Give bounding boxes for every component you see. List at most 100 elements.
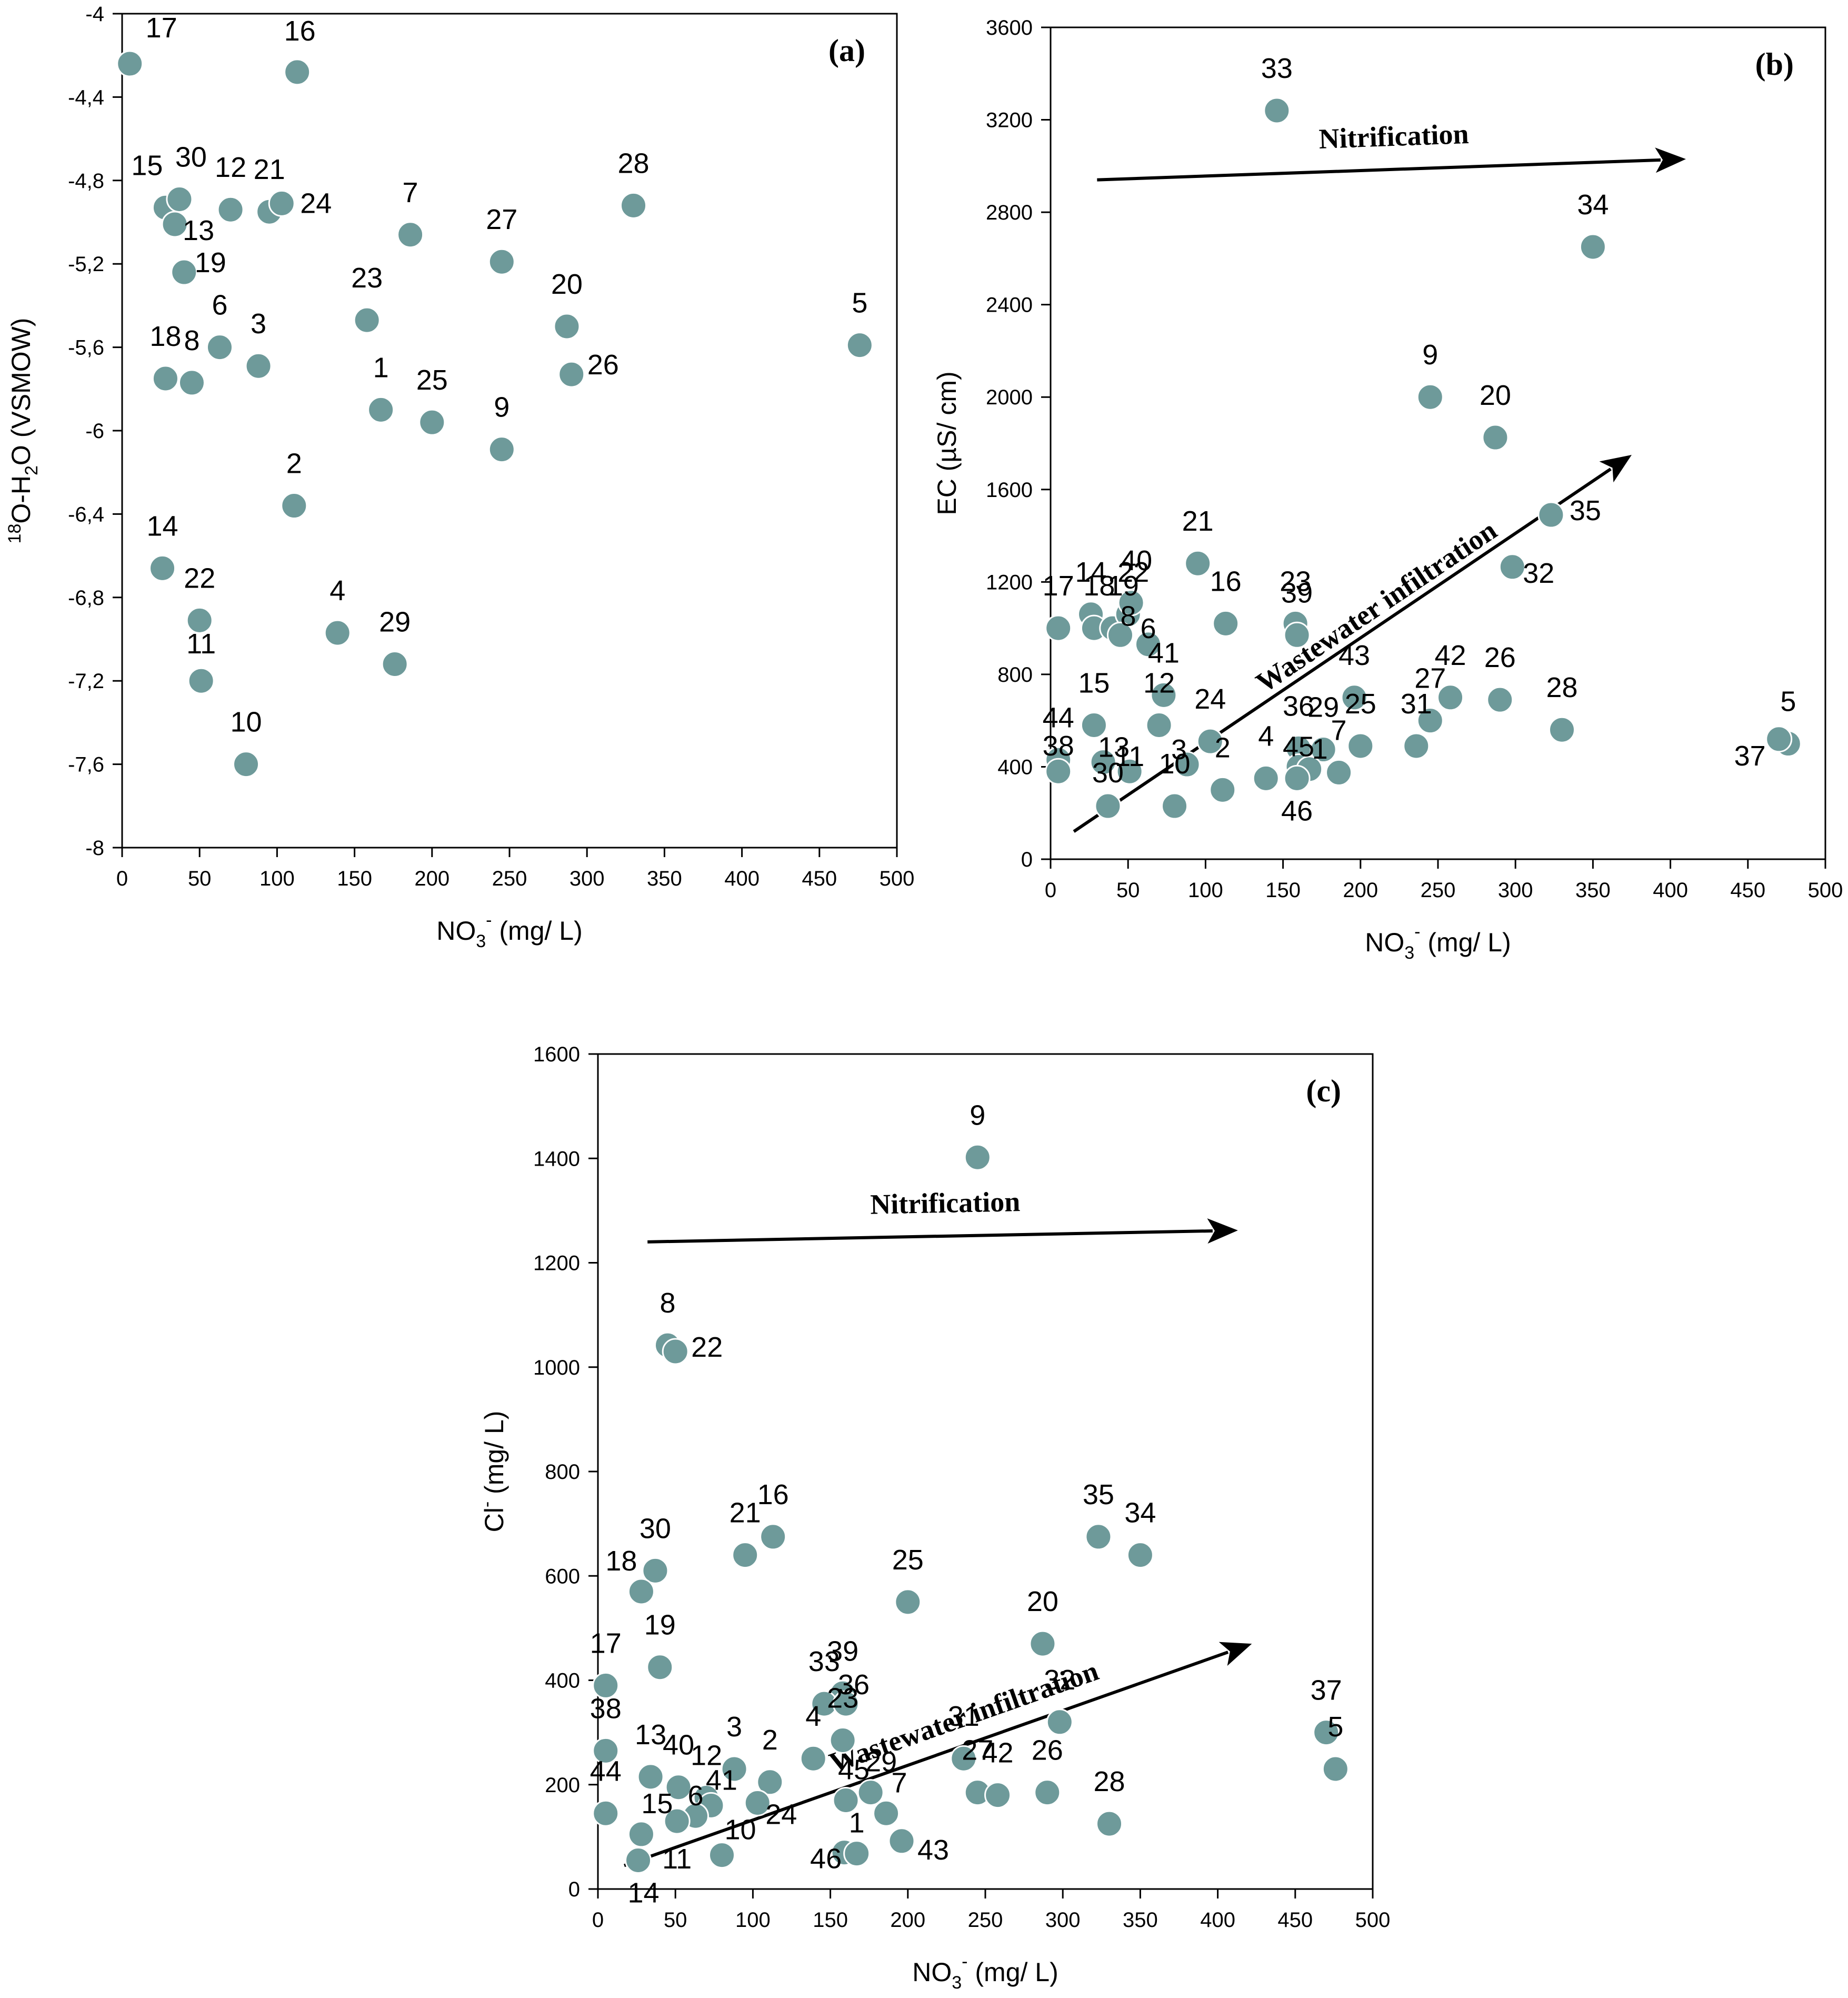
data-point bbox=[1416, 707, 1444, 734]
point-label: 33 bbox=[1261, 53, 1293, 84]
data-point bbox=[832, 1690, 860, 1717]
x-tick-label: 400 bbox=[1200, 1908, 1235, 1932]
point-label: 9 bbox=[494, 392, 510, 423]
y-tick-label: 2400 bbox=[986, 294, 1033, 317]
point-label: 24 bbox=[300, 187, 332, 219]
point-label: 9 bbox=[970, 1099, 985, 1131]
point-label: 11 bbox=[662, 1843, 692, 1875]
data-point bbox=[732, 1542, 759, 1569]
panel-label: (c) bbox=[1306, 1073, 1341, 1108]
point-label: 20 bbox=[1027, 1586, 1058, 1617]
point-label: 10 bbox=[1158, 748, 1190, 780]
x-tick-label: 50 bbox=[1116, 879, 1140, 902]
y-tick-label: 400 bbox=[545, 1669, 580, 1693]
point-label: 12 bbox=[215, 152, 246, 183]
data-point bbox=[846, 332, 873, 359]
data-point bbox=[592, 1672, 620, 1699]
point-label: 20 bbox=[551, 269, 583, 300]
data-point bbox=[1482, 424, 1509, 451]
data-point bbox=[1322, 1755, 1349, 1783]
data-point bbox=[642, 1557, 669, 1584]
data-point bbox=[381, 651, 408, 678]
data-point bbox=[217, 196, 244, 223]
point-label: 39 bbox=[827, 1635, 858, 1667]
x-tick-label: 450 bbox=[1277, 1908, 1313, 1932]
data-point bbox=[1117, 589, 1145, 617]
point-label: 17 bbox=[590, 1627, 622, 1659]
point-label: 12 bbox=[1143, 667, 1175, 699]
point-label: 18 bbox=[149, 321, 181, 352]
data-point bbox=[1173, 751, 1201, 778]
data-point bbox=[367, 396, 395, 423]
data-point bbox=[1184, 550, 1212, 577]
data-point bbox=[166, 185, 193, 213]
data-point bbox=[206, 334, 233, 361]
y-tick-label: 1000 bbox=[533, 1356, 580, 1379]
point-label: 8 bbox=[184, 325, 199, 356]
data-point bbox=[894, 1588, 922, 1616]
data-point bbox=[1150, 681, 1177, 709]
y-tick-label: 1600 bbox=[533, 1043, 580, 1066]
y-tick-label: 3200 bbox=[986, 109, 1033, 132]
point-label: 28 bbox=[617, 147, 649, 179]
point-label: 41 bbox=[706, 1764, 737, 1796]
annotation-label: Nitrification bbox=[870, 1186, 1021, 1220]
y-tick-label: 600 bbox=[545, 1565, 580, 1588]
point-label: 8 bbox=[660, 1287, 675, 1319]
point-label: 23 bbox=[827, 1682, 858, 1714]
annotation-arrow-line bbox=[1073, 468, 1612, 833]
point-label: 25 bbox=[892, 1544, 924, 1576]
point-label: 27 bbox=[486, 204, 517, 235]
y-axis-title: 18O-H2O (VSMOW) bbox=[5, 318, 42, 544]
point-label: 15 bbox=[1078, 667, 1110, 699]
x-tick-label: 250 bbox=[492, 867, 527, 890]
point-label: 30 bbox=[640, 1513, 671, 1544]
point-label: 31 bbox=[1401, 688, 1432, 720]
point-label: 15 bbox=[641, 1788, 673, 1820]
data-point bbox=[1341, 684, 1368, 711]
point-label: 4 bbox=[805, 1701, 821, 1732]
point-label: 25 bbox=[416, 364, 448, 396]
point-label: 42 bbox=[982, 1737, 1014, 1769]
data-point bbox=[152, 365, 179, 392]
point-label: 28 bbox=[1546, 672, 1577, 703]
point-label: 1 bbox=[849, 1807, 865, 1839]
data-point bbox=[1263, 97, 1291, 124]
data-point bbox=[592, 1737, 620, 1764]
x-tick-label: 450 bbox=[802, 867, 837, 890]
data-point bbox=[760, 1523, 787, 1550]
x-tick-label: 250 bbox=[1421, 879, 1456, 902]
point-label: 13 bbox=[1098, 732, 1130, 763]
point-label: 21 bbox=[730, 1497, 761, 1529]
y-tick-label: -4 bbox=[85, 3, 104, 26]
point-label: 19 bbox=[195, 247, 226, 279]
point-label: 19 bbox=[1107, 570, 1139, 602]
point-label: 43 bbox=[1338, 640, 1370, 671]
point-label: 10 bbox=[230, 707, 262, 738]
point-label: 5 bbox=[1780, 686, 1796, 718]
x-tick-label: 400 bbox=[1653, 879, 1688, 902]
data-point bbox=[488, 248, 515, 275]
point-label: 26 bbox=[1484, 642, 1516, 673]
data-point bbox=[1116, 758, 1143, 785]
annotation-arrow-line bbox=[1097, 158, 1661, 182]
point-label: 37 bbox=[1311, 1675, 1342, 1706]
point-label: 22 bbox=[691, 1331, 723, 1363]
point-label: 12 bbox=[691, 1740, 722, 1772]
point-label: 39 bbox=[1281, 577, 1313, 609]
data-point bbox=[1161, 792, 1188, 820]
x-tick-label: 100 bbox=[735, 1908, 771, 1932]
point-label: 34 bbox=[1577, 189, 1609, 221]
point-label: 46 bbox=[1281, 795, 1313, 827]
data-point bbox=[553, 313, 581, 340]
data-point bbox=[800, 1745, 827, 1772]
x-tick-label: 50 bbox=[188, 867, 212, 890]
data-point bbox=[1403, 732, 1430, 760]
point-label: 36 bbox=[838, 1669, 870, 1701]
data-point bbox=[171, 259, 198, 286]
point-label: 26 bbox=[1032, 1735, 1063, 1766]
point-label: 34 bbox=[1124, 1497, 1156, 1529]
x-axis-title: NO3- (mg/ L) bbox=[1365, 922, 1511, 963]
y-tick-label: -4,4 bbox=[68, 86, 104, 109]
